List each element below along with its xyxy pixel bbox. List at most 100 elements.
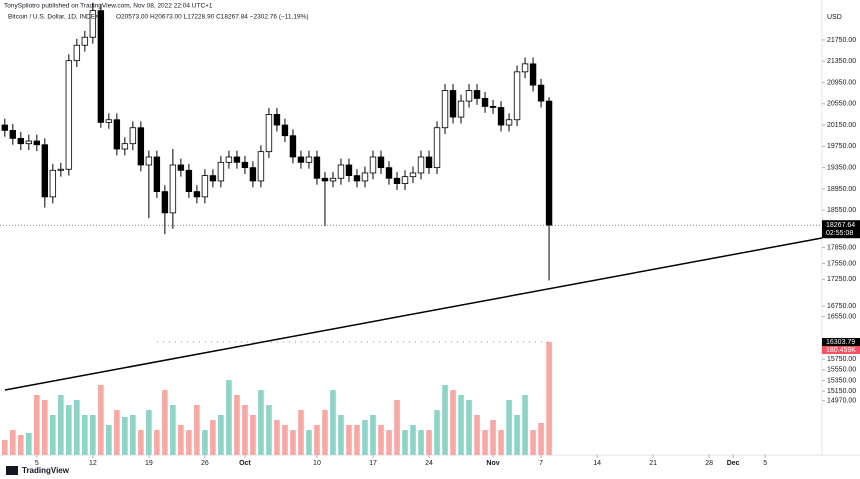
candle-body: [321, 177, 329, 182]
candle-body: [409, 172, 417, 178]
candle-body: [481, 98, 489, 107]
candle-body: [361, 172, 369, 182]
volume-bar: [386, 430, 392, 455]
candle-body: [313, 156, 321, 179]
candle-body: [201, 175, 209, 198]
volume-bar: [18, 435, 24, 455]
volume-bar: [162, 390, 168, 455]
x-tick-label: 10: [313, 460, 321, 467]
publisher: TonySpilotro published on TradingView.co…: [4, 3, 213, 10]
volume-bar: [34, 395, 40, 455]
y-tick-label: 15350.00: [827, 377, 856, 384]
candle-body: [457, 100, 465, 118]
candle-body: [217, 161, 225, 182]
y-tick-label: 18950.00: [827, 186, 856, 193]
volume-bar: [298, 410, 304, 455]
volume-bar: [346, 425, 352, 455]
volume-bar: [482, 430, 488, 455]
brand-logo: [6, 466, 18, 475]
candle-body: [473, 90, 481, 99]
candle-body: [529, 63, 537, 86]
volume-bar: [338, 415, 344, 455]
candle-body: [433, 127, 441, 169]
candle-body: [225, 156, 233, 163]
volume-bar: [538, 423, 544, 455]
volume-bar: [322, 410, 328, 455]
volume-bar: [282, 425, 288, 455]
volume-bar: [74, 400, 80, 455]
brand: TradingView: [22, 466, 70, 475]
candle-body: [425, 156, 433, 169]
candle-body: [497, 107, 505, 126]
y-tick-label: 17550.00: [827, 260, 856, 267]
y-tick-label: 16550.00: [827, 313, 856, 320]
y-tick-label: 21350.00: [827, 58, 856, 65]
volume-bar: [434, 410, 440, 455]
volume-bar: [242, 405, 248, 455]
volume-bar: [146, 410, 152, 455]
volume-bar: [138, 430, 144, 455]
x-tick-label: Oct: [239, 460, 251, 467]
candle-body: [153, 156, 161, 192]
candle-body: [73, 44, 81, 62]
volume-bar: [266, 405, 272, 455]
volume-bar: [202, 430, 208, 455]
last-price-box: [822, 220, 860, 239]
candle-body: [537, 84, 545, 102]
volume-bar: [194, 405, 200, 455]
candle-body: [353, 175, 361, 182]
candle-body: [121, 143, 129, 150]
currency: USD: [827, 14, 842, 21]
volume-bar: [410, 425, 416, 455]
volume-bar: [474, 415, 480, 455]
candle-body: [97, 10, 105, 123]
x-tick-label: 5: [35, 460, 39, 467]
y-tick-label: 20550.00: [827, 101, 856, 108]
candle-body: [521, 63, 529, 73]
volume-bar: [450, 390, 456, 455]
candle-body: [337, 164, 345, 179]
candle-body: [233, 156, 241, 163]
candle-body: [89, 10, 97, 38]
candle-body: [441, 90, 449, 129]
x-tick-label: 24: [425, 460, 433, 467]
candle-body: [57, 168, 65, 171]
volume-label-box: [822, 346, 860, 354]
candle-body: [257, 151, 265, 182]
candle-body: [345, 164, 353, 177]
candle-body: [465, 90, 473, 102]
chart-title: Bitcoin / U.S. Dollar, 1D, INDEX: [8, 14, 100, 21]
volume-bar: [26, 433, 32, 455]
volume-bar: [362, 420, 368, 455]
candle-body: [329, 177, 337, 182]
candle-body: [249, 167, 257, 182]
candle-body: [449, 90, 457, 118]
x-tick-label: Dec: [727, 460, 740, 467]
volume-bar: [122, 417, 128, 455]
volume-bar: [90, 415, 96, 455]
candle-body: [185, 169, 193, 192]
y-tick-label: 17850.00: [827, 244, 856, 251]
candle-body: [17, 137, 25, 145]
volume-bar: [106, 425, 112, 455]
candle-body: [305, 156, 313, 163]
volume-bar: [370, 415, 376, 455]
volume-bar: [130, 415, 136, 455]
volume-bar: [186, 430, 192, 455]
volume-bar: [530, 430, 536, 455]
y-tick-label: 19350.00: [827, 164, 856, 171]
volume-bar: [418, 430, 424, 455]
y-tick-label: 17250.00: [827, 276, 856, 283]
volume-bar: [258, 390, 264, 455]
volume-bar: [50, 415, 56, 455]
candle-body: [193, 191, 201, 198]
y-tick-label: 20950.00: [827, 79, 856, 86]
volume-bar: [250, 415, 256, 455]
x-tick-label: 14: [593, 460, 601, 467]
candle-body: [137, 127, 145, 166]
y-tick-label: 21750.00: [827, 37, 856, 44]
volume-bar: [42, 400, 48, 455]
candle-body: [377, 156, 385, 169]
volume-bar: [154, 430, 160, 455]
